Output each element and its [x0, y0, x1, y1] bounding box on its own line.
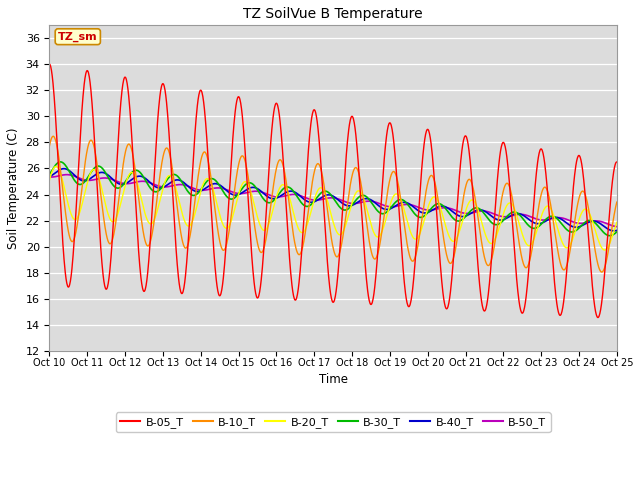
Line: B-20_T: B-20_T	[49, 167, 617, 250]
B-20_T	[601, 247, 609, 253]
B-40_T	[172, 177, 180, 183]
B-20_T	[172, 186, 180, 192]
B-40_T	[546, 216, 554, 222]
B-10_T	[598, 269, 605, 275]
Legend: B-05_T, B-10_T, B-20_T, B-30_T, B-40_T, B-50_T: B-05_T, B-10_T, B-20_T, B-30_T, B-40_T, …	[116, 412, 550, 432]
B-20_T	[496, 223, 504, 228]
Title: TZ SoilVue B Temperature: TZ SoilVue B Temperature	[243, 7, 423, 21]
B-30_T	[546, 214, 554, 219]
B-05_T	[613, 159, 621, 165]
B-05_T	[45, 61, 53, 67]
B-30_T	[236, 190, 243, 195]
B-20_T	[236, 188, 243, 194]
B-20_T	[52, 164, 60, 169]
Y-axis label: Soil Temperature (C): Soil Temperature (C)	[7, 127, 20, 249]
B-50_T	[613, 224, 621, 229]
B-40_T	[60, 166, 68, 171]
B-05_T	[236, 94, 243, 100]
B-30_T	[496, 221, 504, 227]
B-05_T	[172, 240, 179, 246]
Line: B-10_T: B-10_T	[49, 136, 617, 272]
B-20_T	[45, 177, 53, 183]
B-05_T	[421, 133, 429, 139]
B-40_T	[422, 210, 429, 216]
B-30_T	[422, 212, 429, 218]
B-20_T	[422, 213, 429, 218]
B-10_T	[236, 158, 243, 164]
X-axis label: Time: Time	[319, 373, 348, 386]
B-50_T	[158, 184, 166, 190]
Line: B-40_T: B-40_T	[49, 168, 617, 231]
Line: B-30_T: B-30_T	[49, 162, 617, 236]
B-40_T	[45, 174, 53, 180]
B-10_T	[45, 143, 53, 149]
B-40_T	[610, 228, 618, 234]
B-40_T	[496, 217, 504, 223]
B-10_T	[172, 194, 180, 200]
B-30_T	[613, 229, 621, 235]
B-50_T	[422, 207, 429, 213]
B-20_T	[158, 188, 166, 194]
B-30_T	[45, 171, 53, 177]
B-30_T	[158, 184, 166, 190]
B-50_T	[546, 216, 554, 222]
B-10_T	[422, 191, 429, 197]
B-10_T	[49, 133, 57, 139]
Line: B-05_T: B-05_T	[49, 64, 617, 318]
B-20_T	[613, 219, 621, 225]
B-40_T	[158, 185, 166, 191]
B-20_T	[546, 204, 554, 210]
B-10_T	[613, 199, 621, 205]
B-05_T	[158, 82, 166, 88]
B-50_T	[236, 191, 243, 196]
B-40_T	[236, 192, 243, 197]
B-05_T	[545, 213, 553, 219]
B-10_T	[546, 197, 554, 203]
B-30_T	[57, 159, 65, 165]
B-50_T	[172, 182, 180, 188]
Text: TZ_sm: TZ_sm	[58, 32, 98, 42]
B-10_T	[496, 207, 504, 213]
B-30_T	[172, 172, 180, 178]
Line: B-50_T: B-50_T	[49, 175, 617, 227]
B-50_T	[496, 213, 504, 219]
B-50_T	[45, 174, 53, 180]
B-50_T	[63, 172, 70, 178]
B-10_T	[158, 158, 166, 164]
B-30_T	[606, 233, 614, 239]
B-05_T	[495, 157, 503, 163]
B-40_T	[613, 228, 621, 233]
B-05_T	[594, 315, 602, 321]
